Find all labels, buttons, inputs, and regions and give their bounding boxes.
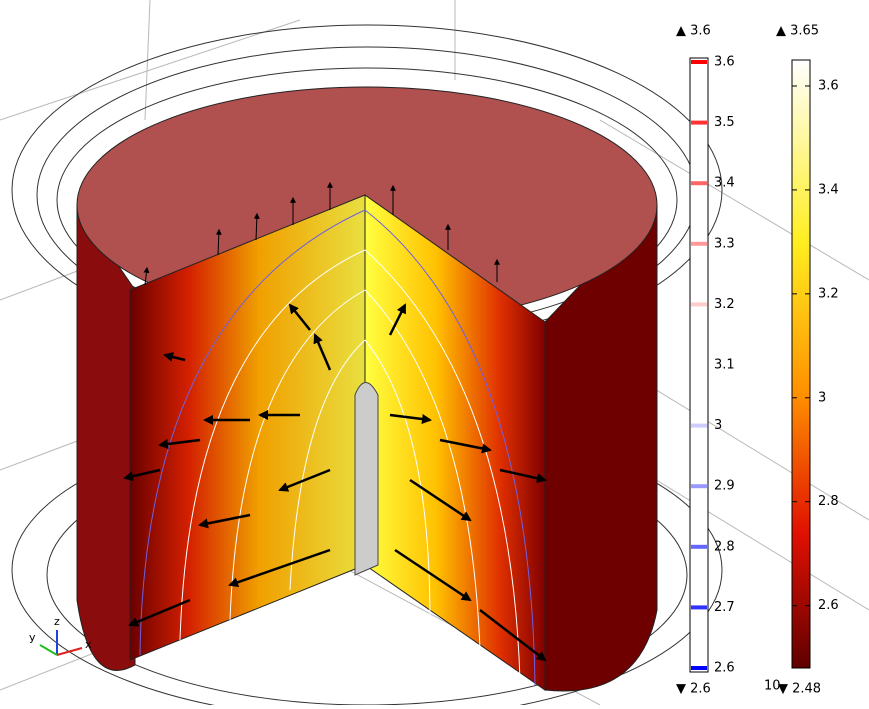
color-bar — [791, 59, 811, 669]
color-legend: ▲ 3.65 ▼ 2.48 3.6 3.4 3.2 3 2.8 2.6 — [776, 24, 839, 697]
contour-tick — [691, 423, 707, 428]
contour-tick-label: 3.2 — [714, 297, 735, 312]
color-tick-label: 2.8 — [818, 494, 839, 509]
axis-triad: z x y — [29, 615, 92, 656]
contour-tick — [691, 484, 707, 489]
contour-tick — [691, 181, 707, 186]
cylinder — [76, 86, 658, 692]
stray-label: 10 — [764, 679, 781, 694]
contour-tick — [691, 544, 707, 549]
legend-max: ▲ 3.6 — [676, 24, 711, 39]
contour-tick-label: 3.3 — [714, 236, 735, 251]
axis-label: z — [54, 615, 60, 628]
axis-label: x — [85, 638, 92, 651]
color-tick-label: 3 — [818, 390, 826, 405]
contour-legend: ▲ 3.6 ▼ 2.6 3.6 3.5 3.4 3.3 3.2 3.1 3 2.9 2.8 2.7… — [676, 24, 735, 697]
contour-tick-label: 3 — [714, 418, 722, 433]
legend-min: ▼ 2.48 — [778, 682, 821, 697]
contour-tick — [691, 60, 707, 64]
contour-tick — [691, 241, 707, 246]
legend-max: ▲ 3.65 — [776, 24, 819, 39]
contour-tick-label: 3.4 — [714, 176, 735, 191]
color-tick-label: 2.6 — [818, 598, 839, 613]
color-tick-label: 3.6 — [818, 78, 839, 93]
contour-tick-label: 3.6 — [714, 55, 735, 70]
contour-tick — [691, 302, 707, 307]
contour-tick-label: 2.7 — [714, 600, 735, 615]
contour-tick-label: 2.9 — [714, 479, 735, 494]
color-tick-label: 3.4 — [818, 182, 839, 197]
contour-tick — [691, 363, 707, 367]
contour-tick-label: 2.8 — [714, 539, 735, 554]
flux-arrows — [123, 181, 547, 662]
contour-tick — [691, 120, 707, 125]
legend-min: ▼ 2.6 — [676, 682, 711, 697]
contour-tick — [691, 666, 707, 670]
contour-tick-label: 3.1 — [714, 358, 735, 373]
color-tick-label: 3.2 — [818, 286, 839, 301]
contour-tick-label: 3.5 — [714, 115, 735, 130]
contour-tick — [691, 605, 707, 610]
axis-label: y — [29, 631, 36, 644]
contour-tick-label: 2.6 — [714, 661, 735, 676]
